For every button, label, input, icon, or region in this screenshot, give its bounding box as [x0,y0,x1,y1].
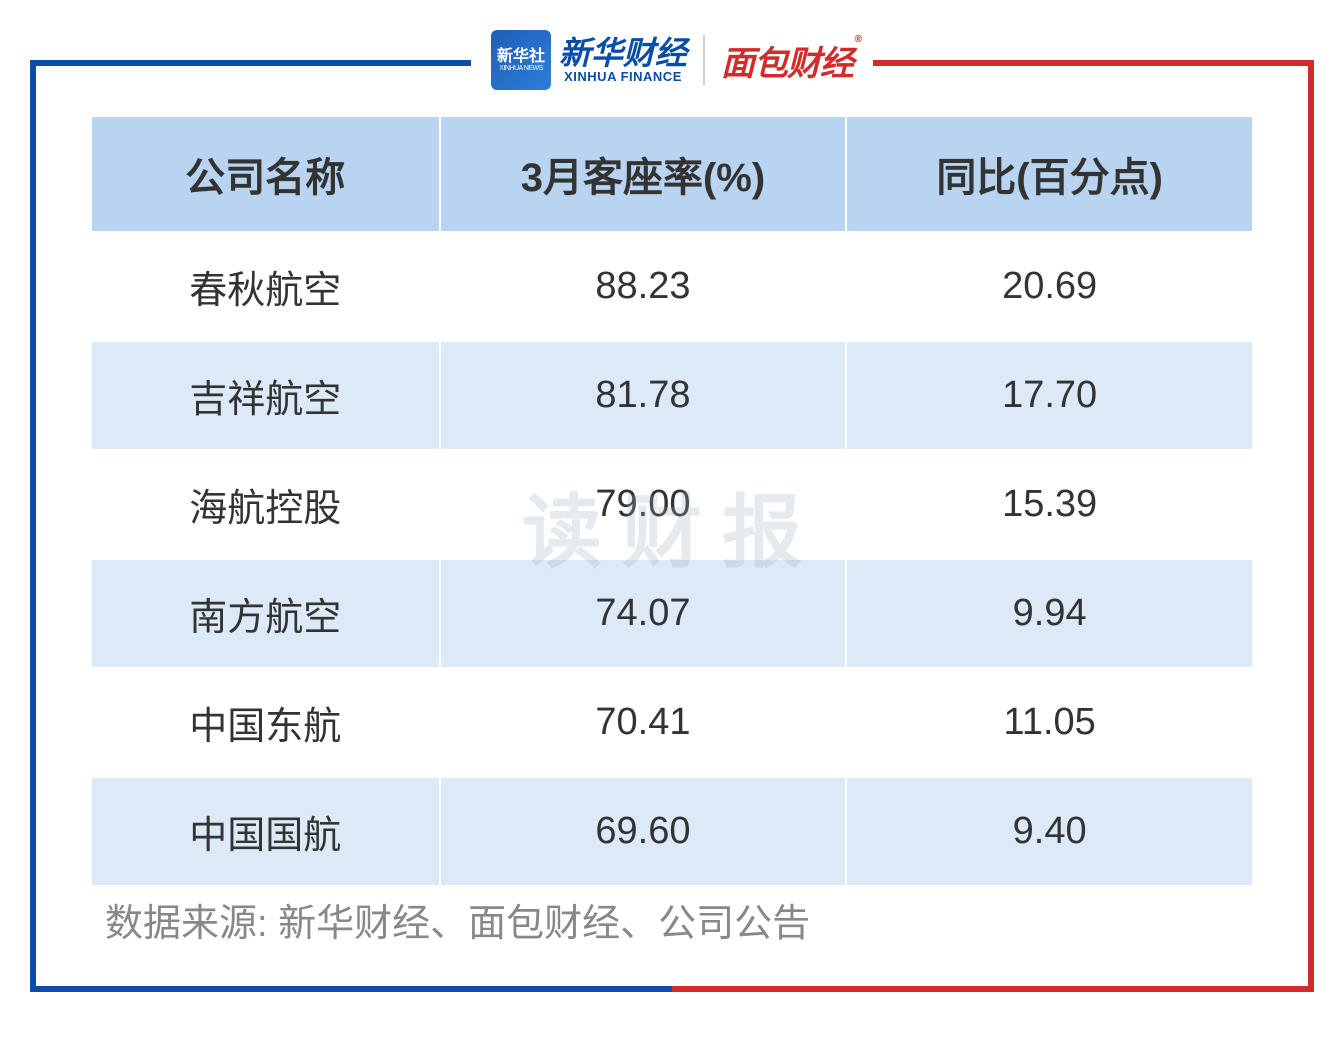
xinhua-news-icon: 新华社 XINHUA NEWS [491,30,551,90]
cell-yoy: 9.94 [846,559,1253,668]
cell-load: 81.78 [440,341,847,450]
cell-load: 70.41 [440,668,847,777]
cell-company: 海航控股 [91,450,440,559]
xinhua-finance-logo: 新华财经 XINHUA FINANCE [559,37,687,84]
cell-yoy: 20.69 [846,232,1253,341]
xinhua-icon-text: 新华社 [497,49,545,65]
cell-company: 中国国航 [91,777,440,886]
logo-bar: 新华社 XINHUA NEWS 新华财经 XINHUA FINANCE 面包财经… [471,30,873,90]
table-header-row: 公司名称 3月客座率(%) 同比(百分点) [91,116,1253,232]
cell-company: 春秋航空 [91,232,440,341]
col-company: 公司名称 [91,116,440,232]
source-note: 数据来源: 新华财经、面包财经、公司公告 [105,892,810,947]
mianbao-text: 面包财经 [721,45,853,83]
airline-data-table: 公司名称 3月客座率(%) 同比(百分点) 春秋航空 88.23 20.69 吉… [90,115,1254,887]
cell-yoy: 9.40 [846,777,1253,886]
cell-company: 中国东航 [91,668,440,777]
cell-load: 88.23 [440,232,847,341]
table-row: 吉祥航空 81.78 17.70 [91,341,1253,450]
logo-divider [703,35,705,85]
table-row: 春秋航空 88.23 20.69 [91,232,1253,341]
xinhua-badge: 新华社 XINHUA NEWS 新华财经 XINHUA FINANCE [491,30,687,90]
cell-company: 南方航空 [91,559,440,668]
registered-mark: ® [855,34,861,45]
table-row: 中国国航 69.60 9.40 [91,777,1253,886]
cell-yoy: 17.70 [846,341,1253,450]
content-area: 公司名称 3月客座率(%) 同比(百分点) 春秋航空 88.23 20.69 吉… [90,115,1254,952]
cell-load: 74.07 [440,559,847,668]
xinhua-finance-cn: 新华财经 [559,37,687,69]
col-yoy: 同比(百分点) [846,116,1253,232]
xinhua-icon-sub: XINHUA NEWS [499,65,543,72]
cell-load: 79.00 [440,450,847,559]
col-load-factor: 3月客座率(%) [440,116,847,232]
cell-load: 69.60 [440,777,847,886]
table-row: 海航控股 79.00 15.39 [91,450,1253,559]
table-row: 中国东航 70.41 11.05 [91,668,1253,777]
cell-yoy: 15.39 [846,450,1253,559]
cell-company: 吉祥航空 [91,341,440,450]
table-row: 南方航空 74.07 9.94 [91,559,1253,668]
mianbao-logo: 面包财经 ® [721,36,853,85]
xinhua-finance-en: XINHUA FINANCE [564,69,682,84]
cell-yoy: 11.05 [846,668,1253,777]
